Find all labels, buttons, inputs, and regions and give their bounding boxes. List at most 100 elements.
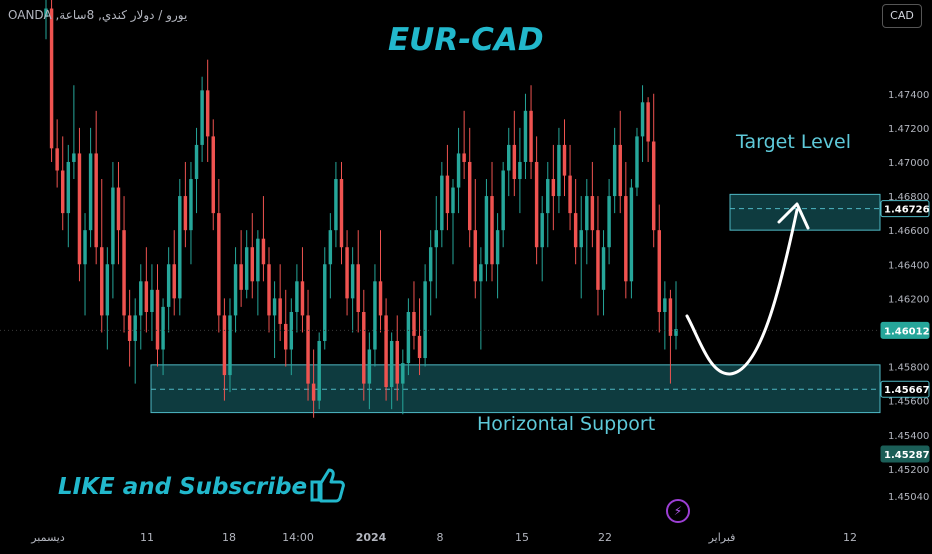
x-tick-label: ديسمبر [30, 531, 65, 544]
candle-body [518, 161, 522, 180]
candle-body [256, 238, 260, 282]
candle-body [339, 179, 344, 248]
candle-body [523, 110, 528, 162]
candle-body [250, 247, 255, 282]
candle-body [663, 298, 667, 312]
candle-body [367, 349, 372, 384]
x-tick-label: 11 [140, 531, 154, 544]
y-tick-label: 1.45400 [888, 431, 929, 442]
candle-body [88, 153, 93, 231]
y-tick-label: 1.47000 [888, 158, 929, 169]
candle-body [529, 110, 533, 162]
candle-body [401, 363, 405, 384]
candle-body [445, 175, 450, 214]
candle-body [651, 141, 656, 231]
y-tick-label: 1.45040 [888, 492, 929, 503]
candle-body [194, 144, 199, 180]
y-tick-label: 1.45200 [888, 465, 929, 476]
candle-body [306, 315, 310, 384]
candle-body [384, 315, 388, 388]
candle-body [551, 179, 556, 197]
candle-body [49, 8, 54, 149]
candle-body [172, 264, 176, 299]
candle-body [300, 281, 305, 316]
candle-body [60, 170, 65, 214]
candle-body [434, 230, 438, 248]
x-tick-label: 15 [515, 531, 529, 544]
candle-body [100, 247, 104, 316]
lightning-icon[interactable]: ⚡ [666, 499, 690, 523]
candle-body [618, 144, 622, 197]
candle-body [640, 102, 645, 137]
candle-body [328, 230, 333, 265]
projection-curve [685, 208, 799, 376]
chart-title: EUR-CAD [388, 22, 544, 58]
candle-body [373, 281, 377, 350]
candle-body [178, 196, 182, 299]
candle-body [278, 298, 282, 324]
candle-body [362, 312, 366, 384]
price-badge [880, 380, 930, 398]
horizontal-support-label: Horizontal Support [477, 413, 656, 435]
candle-body [239, 264, 243, 290]
y-tick-label: 1.46200 [888, 294, 929, 305]
candle-body [356, 264, 360, 312]
target-level-label: Target Level [736, 131, 851, 153]
candle-body [590, 196, 595, 231]
candle-body [601, 247, 606, 290]
candle-body [596, 230, 600, 290]
candle-body [579, 230, 583, 248]
candle-body [144, 281, 149, 312]
price-badge [880, 445, 930, 463]
candle-body [568, 175, 572, 214]
candle-body [624, 196, 628, 282]
candle-body [133, 315, 137, 341]
currency-button[interactable]: CAD [882, 4, 922, 28]
candle-body [77, 153, 82, 265]
candle-body [546, 179, 550, 214]
candle-body [244, 247, 249, 290]
candle-body [161, 306, 165, 350]
candle-body [222, 315, 227, 376]
candle-body [233, 264, 238, 316]
candle-body [317, 340, 321, 401]
like-subscribe-text: LIKE and Subscribe [58, 474, 308, 500]
y-tick-label: 1.47200 [888, 124, 929, 135]
candle-body [417, 335, 422, 359]
candle-body [490, 196, 494, 265]
symbol-info: يورو / دولار كندي, 8ساعة, OANDA [8, 8, 188, 22]
candle-body [200, 90, 204, 145]
price-badge [880, 200, 930, 218]
candle-body [211, 136, 215, 214]
y-tick-label: 1.46800 [888, 192, 929, 203]
y-tick-label: 1.46600 [888, 226, 929, 237]
candle-body [540, 213, 544, 248]
price-badge [880, 321, 930, 339]
candle-body [395, 340, 399, 384]
candle-body [495, 230, 500, 265]
candle-body [205, 90, 210, 137]
candle-body [507, 144, 511, 171]
candle-body [105, 264, 110, 316]
candle-body [646, 102, 650, 142]
price-badge-label: 1.46012 [884, 326, 930, 337]
candle-body [323, 264, 327, 341]
price-badge-label: 1.45287 [884, 450, 930, 461]
y-tick-label: 1.47400 [888, 90, 929, 101]
candle-body [150, 289, 154, 312]
candle-body [261, 238, 266, 265]
candle-body [183, 196, 188, 231]
candle-body [585, 196, 589, 231]
candle-body [512, 144, 517, 180]
candle-body [83, 230, 87, 265]
candle-body [440, 175, 444, 231]
projection-arrowhead [777, 202, 810, 230]
candle-body [389, 340, 394, 388]
candle-body [228, 315, 232, 376]
candle-body [657, 230, 662, 312]
x-tick-label: 14:00 [282, 531, 314, 544]
candle-body [467, 161, 472, 231]
y-tick-label: 1.45600 [888, 397, 929, 408]
